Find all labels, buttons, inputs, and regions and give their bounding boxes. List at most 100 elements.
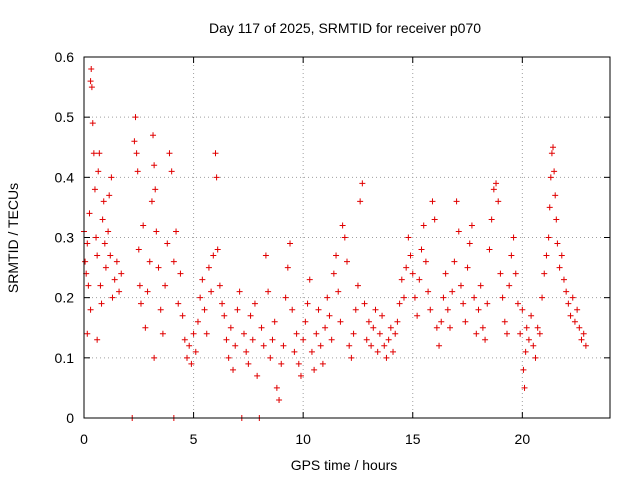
data-point [400, 294, 407, 301]
data-point [95, 168, 102, 175]
data-point [341, 234, 348, 241]
data-point [519, 306, 526, 313]
data-point [363, 336, 370, 343]
x-axis-label: GPS time / hours [291, 457, 398, 473]
data-point [405, 234, 412, 241]
x-tick-label: 5 [190, 431, 198, 447]
data-point [251, 300, 258, 307]
data-point [545, 234, 552, 241]
data-point [116, 288, 123, 295]
data-point [162, 282, 169, 289]
data-point [574, 306, 581, 313]
data-point [539, 294, 546, 301]
data-point [543, 252, 550, 259]
data-point [576, 324, 583, 331]
data-point [84, 330, 91, 337]
data-point [368, 342, 375, 349]
data-point [90, 150, 97, 157]
y-tick-label: 0.6 [55, 49, 75, 65]
data-point [271, 318, 278, 325]
data-point [490, 186, 497, 193]
data-point [420, 222, 427, 229]
data-point [302, 318, 309, 325]
y-tick-label: 0.1 [55, 350, 75, 366]
data-point [335, 288, 342, 295]
data-point [113, 258, 120, 265]
data-point [87, 78, 94, 85]
data-point [442, 270, 449, 277]
data-point [131, 138, 138, 145]
data-point [403, 264, 410, 271]
data-point [94, 336, 101, 343]
data-point [560, 276, 567, 283]
data-point [409, 270, 416, 277]
data-point [407, 252, 414, 259]
data-point [444, 306, 451, 313]
data-point [96, 150, 103, 157]
data-point [431, 216, 438, 223]
data-point [118, 270, 125, 277]
grid [84, 57, 610, 418]
data-point [306, 276, 313, 283]
data-point [370, 324, 377, 331]
data-point [155, 264, 162, 271]
axis-ticks: 0 0.1 0.2 0.3 0.4 0.5 0.6 0 5 10 15 20 [55, 49, 610, 447]
data-point [326, 312, 333, 319]
data-point [186, 342, 193, 349]
data-point [101, 240, 108, 247]
data-point [236, 288, 243, 295]
data-point [499, 294, 506, 301]
data-point [453, 198, 460, 205]
data-point [387, 324, 394, 331]
data-point [381, 342, 388, 349]
y-axis-label: SRMTID / TECUs [5, 183, 21, 293]
data-point [102, 264, 109, 271]
data-point [93, 234, 100, 241]
y-tick-label: 0.5 [55, 109, 75, 125]
data-point [433, 324, 440, 331]
data-point [522, 348, 529, 355]
data-point [148, 198, 155, 205]
y-tick-label: 0.2 [55, 290, 75, 306]
data-point [201, 306, 208, 313]
data-point [137, 300, 144, 307]
data-point [221, 312, 228, 319]
data-point [152, 186, 159, 193]
x-tick-label: 10 [295, 431, 311, 447]
data-point [159, 330, 166, 337]
data-point [247, 312, 254, 319]
data-point [503, 330, 510, 337]
data-point [214, 246, 221, 253]
data-point [418, 246, 425, 253]
data-points [81, 66, 589, 421]
data-point [521, 384, 528, 391]
x-tick-label: 0 [80, 431, 88, 447]
data-point [213, 174, 220, 181]
data-point [227, 324, 234, 331]
data-point [105, 228, 112, 235]
data-point [240, 330, 247, 337]
data-point [203, 330, 210, 337]
data-point [488, 216, 495, 223]
data-point [414, 312, 421, 319]
data-point [146, 258, 153, 265]
data-point [311, 366, 318, 373]
data-point [208, 288, 215, 295]
data-point [525, 336, 532, 343]
data-point [451, 258, 458, 265]
data-point [177, 270, 184, 277]
data-point [106, 192, 113, 199]
data-point [468, 222, 475, 229]
data-point [97, 282, 104, 289]
data-point [245, 360, 252, 367]
data-point [567, 312, 574, 319]
data-point [541, 270, 548, 277]
data-point [328, 336, 335, 343]
data-point [88, 84, 95, 91]
data-point [133, 150, 140, 157]
data-point [317, 342, 324, 349]
data-point [479, 324, 486, 331]
data-point [254, 372, 261, 379]
data-point [136, 282, 143, 289]
